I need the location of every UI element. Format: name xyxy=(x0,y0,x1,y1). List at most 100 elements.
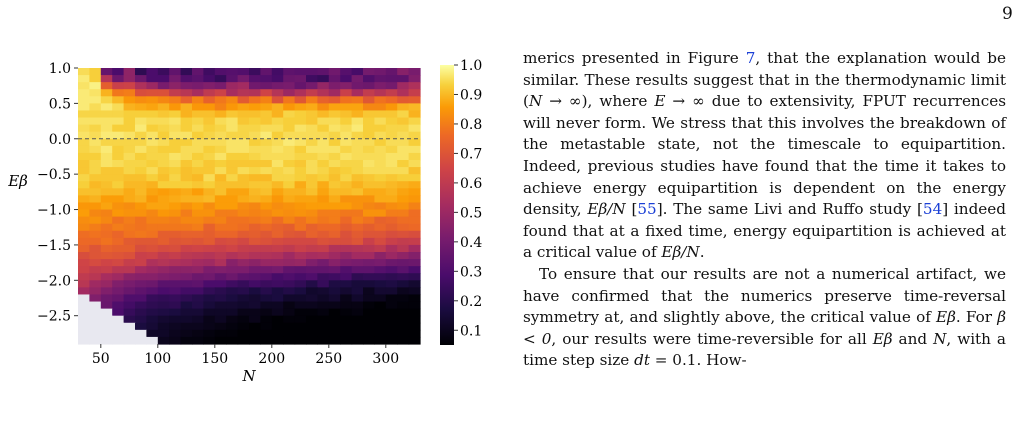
heatmap-cell xyxy=(169,287,182,296)
heatmap-cell xyxy=(408,174,421,182)
heatmap-cell xyxy=(306,280,318,288)
heatmap-cell xyxy=(271,322,284,331)
heatmap-cell xyxy=(226,336,239,345)
heatmap-cell xyxy=(226,160,239,168)
heatmap-cell xyxy=(123,259,136,267)
heatmap-cell xyxy=(157,181,170,189)
heatmap-cell xyxy=(271,308,284,317)
heatmap-cell xyxy=(237,110,250,119)
heatmap-cell xyxy=(397,223,410,232)
heatmap-cell xyxy=(271,103,284,112)
heatmap-cell xyxy=(397,308,410,317)
heatmap-cell xyxy=(317,336,330,345)
heatmap-cell xyxy=(260,167,273,175)
heatmap-cell xyxy=(397,82,410,90)
heatmap-cell xyxy=(226,216,239,225)
heatmap-cell xyxy=(271,124,284,133)
heatmap-cell xyxy=(157,294,170,303)
heatmap-cell xyxy=(351,131,364,140)
heatmap-cell xyxy=(374,188,387,196)
heatmap-cell xyxy=(112,181,125,189)
heatmap-cell xyxy=(100,244,113,253)
heatmap-cell xyxy=(249,273,261,281)
heatmap-cell xyxy=(306,237,318,246)
heatmap-cell xyxy=(317,294,330,303)
heatmap-cell xyxy=(340,82,353,90)
heatmap-cell xyxy=(283,216,296,225)
heatmap-cell xyxy=(203,244,216,253)
heatmap-cell xyxy=(89,322,102,331)
heatmap-cell xyxy=(203,75,216,83)
heatmap-cell xyxy=(112,329,125,338)
heatmap-cell xyxy=(294,145,307,154)
heatmap-cell xyxy=(169,322,182,331)
heatmap-cell xyxy=(112,294,125,303)
heatmap-cell xyxy=(157,68,170,76)
heatmap-cell xyxy=(112,259,125,267)
heatmap-cell xyxy=(385,230,398,239)
y-tick-label: −2.5 xyxy=(37,309,71,325)
heatmap-cell xyxy=(408,287,421,296)
heatmap-cell xyxy=(146,138,159,147)
heatmap-cell xyxy=(317,202,330,211)
heatmap-cell xyxy=(317,68,330,76)
heatmap-cell xyxy=(135,82,147,90)
heatmap-cell xyxy=(363,160,375,168)
heatmap-cell xyxy=(294,301,307,310)
heatmap-cell xyxy=(146,301,159,310)
heatmap-cell xyxy=(214,209,227,218)
heatmap-cell xyxy=(203,131,216,140)
heatmap-cell xyxy=(237,131,250,140)
heatmap-cell xyxy=(89,195,102,204)
heatmap-cell xyxy=(397,188,410,196)
heatmap-cell xyxy=(397,266,410,274)
citation-link[interactable]: 54 xyxy=(922,200,943,219)
citation-link[interactable]: 55 xyxy=(637,200,657,219)
heatmap-cell xyxy=(89,117,102,126)
heatmap-cell xyxy=(374,329,387,338)
citation-link[interactable]: 7 xyxy=(745,49,756,67)
heatmap-cell xyxy=(192,287,204,296)
heatmap-cell xyxy=(123,336,136,345)
heatmap-cell xyxy=(294,181,307,189)
heatmap-cell xyxy=(78,131,90,140)
heatmap-cell xyxy=(214,103,227,112)
heatmap-cell xyxy=(180,280,193,288)
heatmap-cell xyxy=(226,244,239,253)
heatmap-cell xyxy=(146,216,159,225)
heatmap-cell xyxy=(271,167,284,175)
heatmap-cell xyxy=(214,259,227,267)
heatmap-cell xyxy=(214,68,227,76)
heatmap-cell xyxy=(260,273,273,281)
heatmap-cell xyxy=(294,188,307,196)
heatmap-cell xyxy=(317,209,330,218)
paragraph-2: To ensure that our results are not a num… xyxy=(523,264,1006,372)
heatmap-cell xyxy=(283,195,296,204)
heatmap-cell xyxy=(214,301,227,310)
heatmap-cell xyxy=(226,266,239,274)
heatmap-cell xyxy=(306,301,318,310)
heatmap-cell xyxy=(157,329,170,338)
heatmap-cell xyxy=(294,273,307,281)
heatmap-cell xyxy=(112,68,125,76)
heatmap-cell xyxy=(89,152,102,161)
heatmap-cell xyxy=(306,308,318,317)
heatmap-cell xyxy=(249,202,261,211)
heatmap-cell xyxy=(374,160,387,168)
heatmap-cell xyxy=(351,160,364,168)
heatmap-cell xyxy=(146,223,159,232)
heatmap-cell xyxy=(271,294,284,303)
heatmap-cell xyxy=(100,294,113,303)
heatmap-cell xyxy=(328,181,341,189)
heatmap-cell xyxy=(294,195,307,204)
heatmap-cell xyxy=(226,273,239,281)
heatmap-cell xyxy=(340,244,353,253)
heatmap-cell xyxy=(340,167,353,175)
y-tick-label: 0.5 xyxy=(49,96,71,112)
heatmap-cell xyxy=(123,223,136,232)
heatmap-cell xyxy=(397,160,410,168)
heatmap-cell xyxy=(317,181,330,189)
heatmap-cell xyxy=(192,75,204,83)
heatmap-cell xyxy=(408,138,421,147)
heatmap-cell xyxy=(408,244,421,253)
